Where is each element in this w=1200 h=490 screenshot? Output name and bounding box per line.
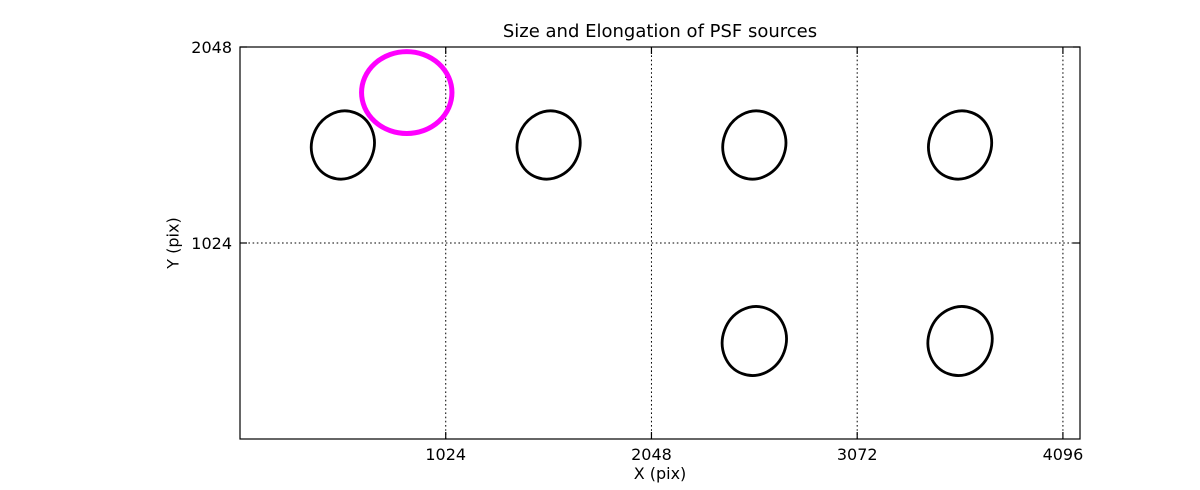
psf-source-ellipse-outlier (359, 49, 455, 137)
chart-title: Size and Elongation of PSF sources (502, 21, 818, 42)
psf-source-ellipse (720, 305, 788, 377)
psf-source-ellipse (309, 109, 376, 181)
psf-source-ellipse (927, 109, 994, 181)
psf-source-ellipse (515, 109, 582, 181)
x-axis-label: X (pix) (633, 464, 687, 483)
y-tick-label: 2048 (191, 38, 232, 57)
psf-source-ellipse (721, 109, 788, 181)
psf-source-ellipse (926, 305, 994, 377)
x-tick-label: 1024 (425, 445, 466, 464)
y-tick-label: 1024 (191, 234, 232, 253)
x-tick-label: 2048 (631, 445, 672, 464)
x-tick-label: 3072 (837, 445, 878, 464)
x-tick-label: 4096 (1043, 445, 1084, 464)
